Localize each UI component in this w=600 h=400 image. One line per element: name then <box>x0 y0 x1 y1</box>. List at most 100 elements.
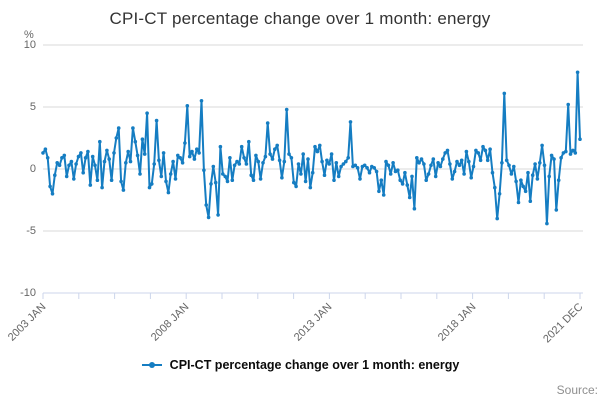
data-point <box>72 177 76 181</box>
data-point <box>485 158 490 163</box>
legend-item[interactable]: CPI-CT percentage change over 1 month: e… <box>141 358 459 372</box>
data-point <box>98 139 102 144</box>
data-point <box>81 170 85 175</box>
data-point <box>462 172 466 176</box>
data-point <box>488 147 492 151</box>
data-point <box>535 177 540 181</box>
data-point <box>171 159 175 164</box>
source-attribution: Source: <box>556 383 598 397</box>
data-point <box>436 161 440 165</box>
data-point <box>528 199 533 203</box>
data-point <box>79 151 83 155</box>
data-point <box>500 161 504 165</box>
data-point <box>575 70 580 75</box>
data-point <box>310 170 315 175</box>
data-point <box>116 126 121 130</box>
data-point <box>516 200 521 205</box>
data-point <box>133 139 138 144</box>
data-point <box>452 169 457 174</box>
data-point <box>273 147 277 151</box>
data-point <box>228 156 232 160</box>
data-point <box>256 159 261 164</box>
data-point <box>405 183 410 187</box>
data-point <box>422 162 426 166</box>
data-point <box>386 163 391 168</box>
data-point <box>341 162 346 166</box>
data-point <box>258 177 263 181</box>
data-point <box>381 193 386 197</box>
data-point <box>180 161 185 165</box>
data-point <box>417 161 421 165</box>
data-point <box>86 149 90 154</box>
data-point <box>329 152 334 156</box>
data-point <box>223 174 227 179</box>
data-point <box>556 178 561 182</box>
data-point <box>367 170 372 175</box>
y-axis-tick-label: -10 <box>20 287 36 299</box>
data-point <box>443 151 448 155</box>
data-point <box>166 190 171 195</box>
data-point <box>412 206 417 211</box>
data-point <box>173 177 178 181</box>
data-point <box>41 151 45 155</box>
data-point <box>552 157 556 161</box>
data-point <box>374 169 379 174</box>
data-point <box>391 161 395 165</box>
data-point <box>57 163 62 168</box>
data-point <box>457 163 462 168</box>
data-point <box>336 174 341 179</box>
data-point <box>244 162 249 166</box>
data-point <box>138 172 142 176</box>
data-point <box>152 162 156 166</box>
data-point <box>185 104 190 108</box>
data-point <box>509 172 514 176</box>
data-point <box>530 173 535 177</box>
data-point <box>549 153 554 158</box>
data-point <box>424 178 429 182</box>
data-point <box>396 168 400 172</box>
data-point <box>448 162 452 166</box>
data-point <box>67 163 71 168</box>
data-point <box>325 158 329 163</box>
data-point <box>209 182 213 186</box>
data-point <box>206 215 211 220</box>
data-point <box>450 177 455 181</box>
data-point <box>512 164 516 169</box>
data-point <box>95 178 100 182</box>
data-point <box>268 152 272 156</box>
data-point <box>545 221 549 226</box>
data-point <box>471 164 476 169</box>
data-point <box>504 158 509 163</box>
data-point <box>135 153 140 158</box>
data-point <box>161 151 166 155</box>
data-point <box>296 162 301 166</box>
data-point <box>332 178 336 182</box>
legend-line-marker-icon <box>141 362 162 368</box>
data-point <box>301 152 306 156</box>
data-point <box>178 156 182 160</box>
data-point <box>415 156 419 160</box>
data-point <box>102 159 107 164</box>
data-point <box>114 136 119 140</box>
y-axis-tick-label: -5 <box>26 225 36 237</box>
data-point <box>318 143 322 148</box>
data-point <box>308 185 313 190</box>
data-point <box>502 91 507 96</box>
data-point <box>43 147 48 151</box>
data-point <box>474 148 478 153</box>
data-point <box>495 216 500 221</box>
data-point <box>365 166 369 170</box>
data-point <box>176 153 180 158</box>
data-point <box>526 170 530 175</box>
data-point <box>263 154 268 159</box>
data-point <box>275 143 280 148</box>
data-point <box>112 151 116 155</box>
data-point <box>320 159 324 164</box>
data-point <box>190 149 194 154</box>
data-point <box>197 151 201 155</box>
data-point <box>140 137 145 141</box>
data-point <box>48 184 52 189</box>
data-point <box>533 162 537 166</box>
data-point <box>547 174 551 179</box>
data-point <box>218 144 223 149</box>
